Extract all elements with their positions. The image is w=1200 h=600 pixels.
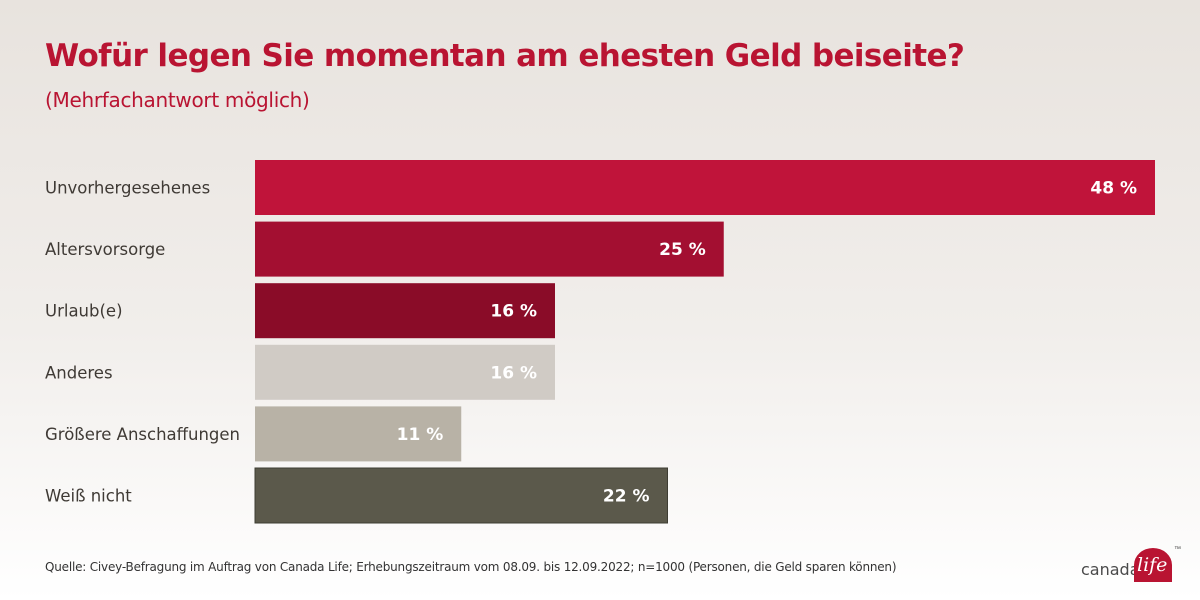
- logo-badge-text: life: [1137, 554, 1168, 576]
- category-label-5: Weiß nicht: [45, 487, 132, 506]
- category-label-4: Größere Anschaffungen: [45, 425, 240, 444]
- value-label-5: 22 %: [603, 487, 650, 507]
- chart-subtitle: (Mehrfachantwort möglich): [45, 88, 310, 112]
- value-label-1: 25 %: [659, 240, 706, 260]
- bar-3: [255, 344, 555, 400]
- logo-wordmark: canada: [1081, 560, 1140, 579]
- logo-trademark: ™: [1174, 546, 1181, 553]
- bar-4: [255, 406, 462, 462]
- value-label-2: 16 %: [490, 302, 537, 322]
- category-label-3: Anderes: [45, 363, 113, 382]
- bar-2: [255, 283, 555, 339]
- canada-life-logo: canada life ™: [1081, 546, 1186, 584]
- chart-title: Wofür legen Sie momentan am ehesten Geld…: [45, 38, 965, 74]
- bar-5: [254, 467, 668, 524]
- bar-1: [255, 221, 724, 277]
- bar-0: [255, 160, 1155, 215]
- source-note: Quelle: Civey-Befragung im Auftrag von C…: [45, 560, 897, 574]
- value-label-4: 11 %: [397, 425, 444, 445]
- category-label-2: Urlaub(e): [45, 302, 123, 321]
- value-label-0: 48 %: [1090, 179, 1137, 199]
- value-label-3: 16 %: [490, 363, 537, 383]
- category-label-1: Altersvorsorge: [45, 240, 165, 259]
- logo-badge: life: [1134, 548, 1172, 582]
- category-label-0: Unvorhergesehenes: [45, 179, 210, 198]
